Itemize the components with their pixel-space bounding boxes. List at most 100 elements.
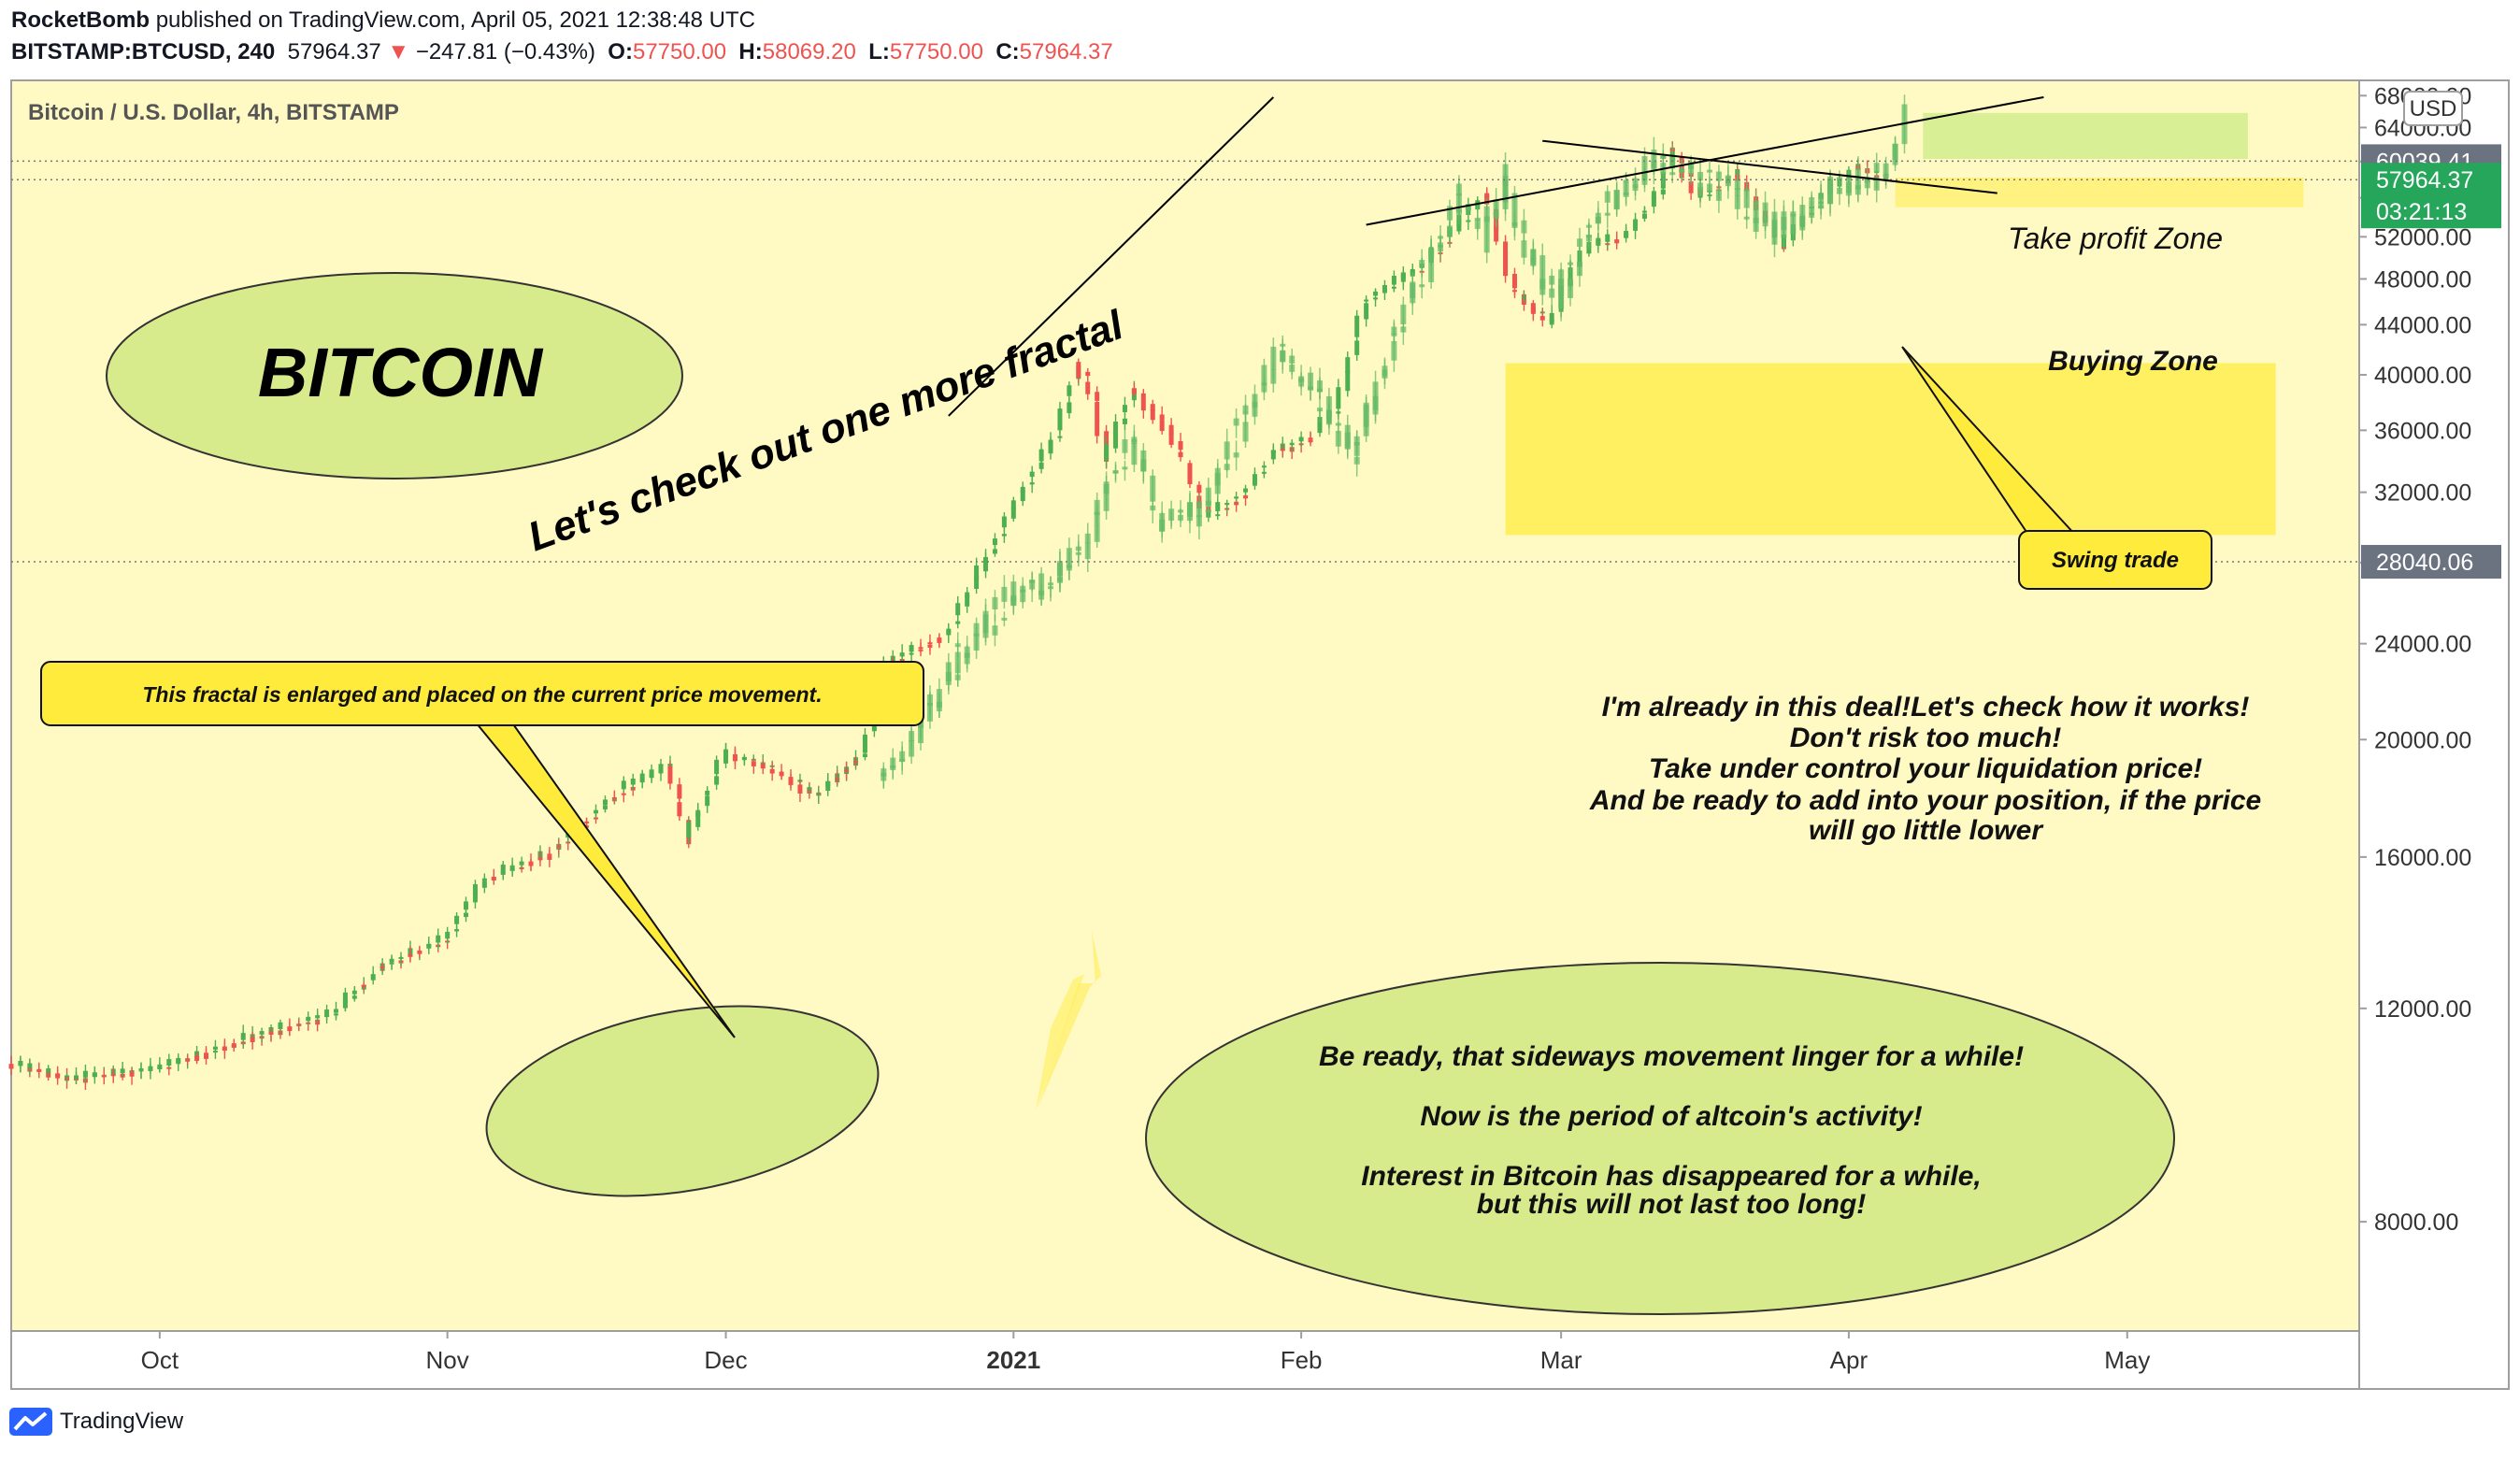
footer-brand[interactable]: TradingView: [60, 1409, 184, 1434]
fractal-candle: [1845, 177, 1852, 196]
deal-note-line: Take under control your liquidation pric…: [1649, 753, 2202, 784]
price-candle: [1122, 418, 1127, 424]
price-candle: [1317, 417, 1323, 428]
fractal-candle: [954, 643, 961, 648]
price-candle: [741, 758, 747, 761]
fractal-candle: [1196, 515, 1202, 527]
price-candle: [27, 1063, 33, 1068]
fractal-candle: [1641, 156, 1648, 181]
price-candle: [1364, 299, 1369, 302]
y-tick-label: 44000.00: [2374, 312, 2471, 338]
fractal-candle: [1585, 224, 1592, 228]
price-candle: [1688, 181, 1694, 193]
y-tick-label: 20000.00: [2374, 727, 2471, 753]
fractal-candle: [1697, 182, 1704, 195]
take-profit-label: Take profit Zone: [2008, 222, 2223, 255]
author-name[interactable]: RocketBomb: [11, 7, 150, 33]
shift-arrow-icon: [1036, 974, 1084, 1110]
price-candle: [1280, 449, 1285, 451]
price-candle: [779, 774, 784, 777]
price-candle: [621, 780, 626, 790]
fractal-candle: [1743, 216, 1750, 220]
fractal-candle: [1112, 470, 1119, 474]
fractal-candle: [1419, 284, 1425, 288]
fractal-candle: [1734, 195, 1740, 209]
price-candle: [1354, 315, 1360, 337]
fractal-candle: [1818, 206, 1825, 209]
price-candle: [714, 776, 720, 785]
fractal-candle: [1502, 179, 1509, 209]
fractal-candle: [1679, 168, 1685, 173]
price-candle: [1261, 465, 1267, 468]
swing-trade-text: Swing trade: [2052, 548, 2179, 573]
sideways-note-line: but this will not last too long!: [1477, 1189, 1867, 1220]
price-candle: [974, 565, 980, 580]
price-candle: [55, 1074, 61, 1077]
price-candle: [547, 853, 552, 856]
price-candle: [157, 1064, 163, 1069]
price-candle: [1196, 484, 1202, 494]
price-candle: [1067, 402, 1072, 414]
price-candle: [1104, 444, 1110, 461]
price-candle: [361, 984, 366, 987]
price-candle: [1354, 340, 1360, 355]
fractal-candle: [1316, 380, 1323, 393]
fractal-candle: [899, 759, 906, 763]
price-candle: [1085, 381, 1091, 394]
down-arrow-icon: ▼: [387, 39, 410, 64]
last-price: 57964.37: [287, 39, 381, 64]
deal-note-box: [1505, 363, 2276, 536]
price-candle: [1503, 257, 1509, 277]
currency-button[interactable]: [2403, 91, 2463, 126]
price-candle: [334, 1009, 339, 1013]
price-candle: [138, 1067, 144, 1071]
price-candle: [611, 796, 617, 800]
fractal-candle: [954, 651, 961, 674]
price-candle: [695, 812, 701, 827]
fractal-candle: [1455, 209, 1462, 213]
fractal-candle: [1446, 225, 1453, 237]
symbol-label[interactable]: BITSTAMP:BTCUSD, 240: [11, 39, 276, 64]
fractal-candle: [1150, 505, 1156, 511]
price-candle: [1140, 398, 1146, 411]
price-candle: [315, 1015, 321, 1019]
fractal-candle: [1029, 580, 1036, 583]
fractal-candle: [1316, 408, 1323, 412]
price-candle: [946, 628, 952, 634]
fractal-candle: [1632, 184, 1639, 189]
price-candle: [1270, 450, 1276, 453]
price-candle: [1373, 291, 1379, 296]
shift-arrow-icon: [1038, 931, 1101, 1109]
y-tick-label: 52000.00: [2374, 224, 2471, 250]
price-candle: [1001, 534, 1007, 537]
fractal-candle: [1308, 386, 1314, 390]
price-candle: [528, 861, 534, 865]
price-candle: [370, 974, 376, 977]
price-candle: [481, 878, 487, 881]
x-tick-label: Nov: [426, 1346, 469, 1374]
fractal-candle: [1214, 467, 1221, 494]
price-candle: [519, 861, 524, 866]
price-candle: [1048, 441, 1053, 446]
buying-zone-label: Buying Zone: [2048, 346, 2218, 377]
price-candle: [1530, 307, 1536, 312]
fractal-candle: [1372, 381, 1379, 410]
fractal-candle: [1892, 144, 1898, 165]
price-candle: [185, 1059, 191, 1062]
price-candle: [1624, 233, 1629, 237]
fractal-candle: [992, 625, 998, 636]
price-candle: [1057, 408, 1063, 431]
price-candle: [1131, 388, 1137, 394]
fractal-candle: [1252, 394, 1258, 408]
price-candle: [1020, 486, 1025, 493]
fractal-candle: [1001, 586, 1008, 602]
fractal-candle: [909, 731, 915, 741]
fractal-candle: [1623, 192, 1629, 197]
price-candle: [1029, 471, 1035, 478]
price-candle: [899, 652, 905, 657]
price-candle: [844, 769, 850, 772]
x-tick-label: Mar: [1540, 1346, 1582, 1374]
price-candle: [101, 1075, 107, 1078]
price-candle: [166, 1059, 172, 1066]
